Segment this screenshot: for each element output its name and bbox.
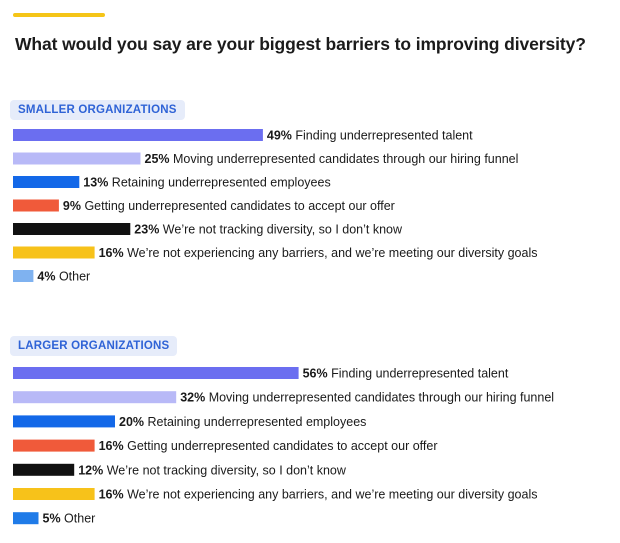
value-label: 16% <box>99 439 124 453</box>
bar-larger-retaining <box>13 415 115 428</box>
category-label: Getting underrepresented candidates to a… <box>81 199 395 213</box>
bar-smaller-retaining <box>13 176 80 188</box>
bar-smaller-finding <box>13 129 263 141</box>
value-label: 12% <box>78 463 103 477</box>
category-label: Retaining underrepresented employees <box>144 415 366 429</box>
bar-smaller-other <box>13 270 34 282</box>
value-label: 16% <box>99 246 124 260</box>
bar-larger-offer <box>13 439 95 452</box>
bar-label-larger-moving: 32% Moving underrepresented candidates t… <box>180 391 554 405</box>
bar-label-smaller-no-barriers: 16% We’re not experiencing any barriers,… <box>99 246 538 260</box>
bar-label-larger-not-tracking: 12% We’re not tracking diversity, so I d… <box>78 463 347 477</box>
bar-smaller-moving <box>13 152 141 165</box>
chart-title: What would you say are your biggest barr… <box>15 34 586 54</box>
value-label: 5% <box>43 512 61 526</box>
accent-bar <box>13 13 105 17</box>
value-label: 9% <box>63 199 81 213</box>
bar-smaller-no-barriers <box>13 246 95 259</box>
bar-label-larger-other: 5% Other <box>43 512 96 526</box>
bar-label-larger-no-barriers: 16% We’re not experiencing any barriers,… <box>99 488 538 502</box>
category-label: We’re not tracking diversity, so I don’t… <box>103 463 347 477</box>
bar-label-smaller-moving: 25% Moving underrepresented candidates t… <box>145 152 519 166</box>
bar-label-smaller-offer: 9% Getting underrepresented candidates t… <box>63 199 395 213</box>
value-label: 13% <box>83 176 108 190</box>
category-label: Retaining underrepresented employees <box>108 176 330 190</box>
value-label: 16% <box>99 488 124 502</box>
bar-larger-not-tracking <box>13 463 75 476</box>
category-label: Finding underrepresented talent <box>328 367 509 381</box>
category-label: Getting underrepresented candidates to a… <box>124 439 438 453</box>
group-label-smaller: SMALLER ORGANIZATIONS <box>10 100 185 120</box>
value-label: 25% <box>145 152 170 166</box>
bar-label-smaller-other: 4% Other <box>37 270 90 284</box>
group-label-larger: LARGER ORGANIZATIONS <box>10 336 178 356</box>
bar-larger-moving <box>13 391 177 404</box>
bar-label-smaller-finding: 49% Finding underrepresented talent <box>267 129 473 143</box>
category-label: Other <box>55 270 90 284</box>
category-label: We’re not experiencing any barriers, and… <box>124 488 538 502</box>
value-label: 49% <box>267 129 292 143</box>
category-label: We’re not experiencing any barriers, and… <box>124 246 538 260</box>
bar-label-larger-retaining: 20% Retaining underrepresented employees <box>119 415 366 429</box>
value-label: 4% <box>37 270 55 284</box>
bar-label-larger-offer: 16% Getting underrepresented candidates … <box>99 439 438 453</box>
value-label: 23% <box>134 223 159 237</box>
bar-larger-no-barriers <box>13 488 95 500</box>
value-label: 32% <box>180 391 205 405</box>
bar-larger-finding <box>13 367 299 379</box>
bar-smaller-not-tracking <box>13 223 131 235</box>
bar-smaller-offer <box>13 199 59 212</box>
bar-label-smaller-retaining: 13% Retaining underrepresented employees <box>83 176 330 190</box>
category-label: We’re not tracking diversity, so I don’t… <box>159 223 403 237</box>
category-label: Moving underrepresented candidates throu… <box>170 152 519 166</box>
value-label: 20% <box>119 415 144 429</box>
bar-label-larger-finding: 56% Finding underrepresented talent <box>303 367 509 381</box>
category-label: Other <box>61 512 96 526</box>
category-label: Finding underrepresented talent <box>292 129 473 143</box>
value-label: 56% <box>303 367 328 381</box>
bar-label-smaller-not-tracking: 23% We’re not tracking diversity, so I d… <box>134 223 403 237</box>
bar-larger-other <box>13 512 39 525</box>
category-label: Moving underrepresented candidates throu… <box>205 391 554 405</box>
